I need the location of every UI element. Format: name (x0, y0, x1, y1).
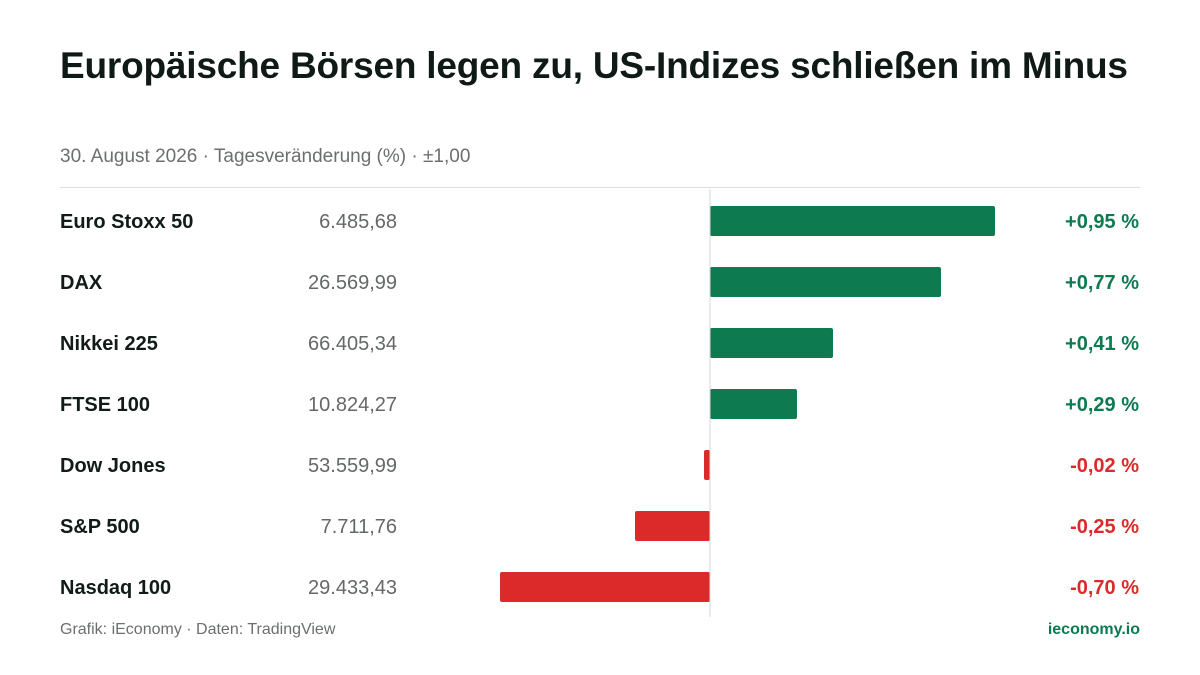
change-label: +0,95 % (1065, 211, 1139, 233)
index-level-label: 66.405,34 (308, 333, 397, 355)
chart-title: Europäische Börsen legen zu, US-Indizes … (60, 45, 1128, 86)
bar (710, 206, 995, 236)
index-level-label: 10.824,27 (308, 394, 397, 416)
index-name-label: Nikkei 225 (60, 333, 158, 355)
index-name-label: S&P 500 (60, 516, 140, 538)
index-level-label: 26.569,99 (308, 272, 397, 294)
brand-link[interactable]: ieconomy.io (1047, 621, 1140, 638)
index-name-label: Euro Stoxx 50 (60, 211, 193, 233)
change-label: +0,77 % (1065, 272, 1139, 294)
bar (710, 389, 797, 419)
chart-subtitle: 30. August 2026 · Tagesveränderung (%) ·… (60, 146, 471, 167)
bar (500, 572, 710, 602)
change-label: -0,70 % (1070, 577, 1139, 599)
source-note: Grafik: iEconomy · Daten: TradingView (60, 621, 336, 638)
change-label: -0,02 % (1070, 455, 1139, 477)
bar (710, 328, 833, 358)
index-name-label: DAX (60, 272, 103, 294)
index-level-label: 53.559,99 (308, 455, 397, 477)
header-divider (60, 187, 1140, 188)
index-level-label: 6.485,68 (319, 211, 397, 233)
change-label: -0,25 % (1070, 516, 1139, 538)
change-label: +0,41 % (1065, 333, 1139, 355)
index-name-label: Dow Jones (60, 455, 166, 477)
bar (704, 450, 710, 480)
index-name-label: Nasdaq 100 (60, 577, 171, 599)
index-name-label: FTSE 100 (60, 394, 150, 416)
index-level-label: 7.711,76 (321, 516, 397, 538)
bar (710, 267, 941, 297)
bar (635, 511, 710, 541)
change-label: +0,29 % (1065, 394, 1139, 416)
index-level-label: 29.433,43 (308, 577, 397, 599)
